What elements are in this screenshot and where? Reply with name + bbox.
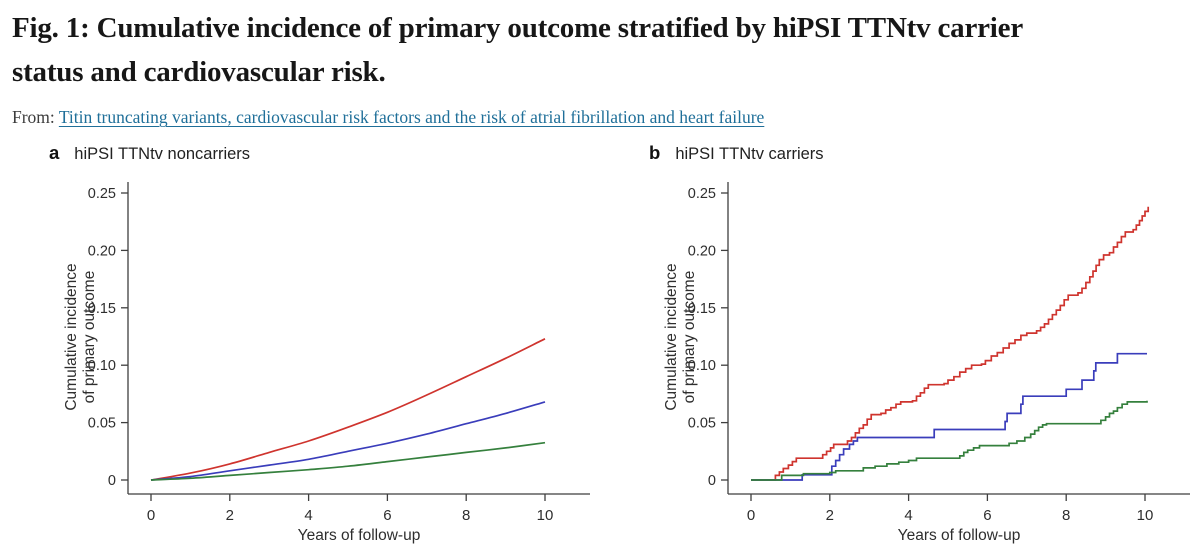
source-article-link[interactable]: Titin truncating variants, cardiovascula… <box>58 107 765 128</box>
figure-title-line1: Fig. 1: Cumulative incidence of primary … <box>12 12 1024 44</box>
y-tick-label: 0.25 <box>688 186 716 202</box>
y-tick-label: 0.25 <box>88 186 116 202</box>
x-tick-label: 10 <box>1137 507 1154 524</box>
x-tick-label: 6 <box>383 507 391 524</box>
x-axis-title: Years of follow-up <box>298 527 421 544</box>
panel-a-chart: 0 0.05 0.10 0.15 0.20 0.25 0 2 4 6 8 10 Years of fol… <box>63 182 590 544</box>
y-tick-label: 0.20 <box>88 244 116 260</box>
series-blue-curve <box>751 353 1147 482</box>
series-red-curve <box>751 206 1150 482</box>
y-tick-label: 0.15 <box>88 301 116 317</box>
y-tick-label: 0.10 <box>88 358 116 374</box>
panels-row: a hiPSI TTNtv noncarriers 0 0.05 0.10 0.15 0… <box>12 142 1190 545</box>
figure-title: Fig. 1: Cumulative incidence of primary … <box>12 6 1186 94</box>
x-tick-label: 0 <box>147 507 155 524</box>
from-label: From: <box>12 107 55 128</box>
panel-b-chart: 0 0.05 0.10 0.15 0.20 0.25 0 2 4 6 8 10 Years of fol… <box>663 182 1190 544</box>
source-line: From: Titin truncating variants, cardiov… <box>12 107 1186 128</box>
x-tick-label: 0 <box>747 507 755 524</box>
y-axis-title-line2: of primary outcome <box>681 271 698 404</box>
x-tick-label: 8 <box>1062 507 1070 524</box>
y-tick-label: 0.15 <box>688 301 716 317</box>
panel-a: a hiPSI TTNtv noncarriers 0 0.05 0.10 0.15 0… <box>12 142 612 545</box>
x-tick-label: 8 <box>462 507 470 524</box>
panel-b-header: b hiPSI TTNtv carriers <box>612 142 1200 168</box>
panel-a-letter: a <box>49 142 60 164</box>
y-tick-label: 0 <box>108 473 116 489</box>
panel-b-letter: b <box>649 142 661 164</box>
x-tick-label: 4 <box>904 507 912 524</box>
panel-a-header: a hiPSI TTNtv noncarriers <box>12 142 612 168</box>
y-axis-title-line1: Cumulative incidence <box>63 263 80 410</box>
series-green-curve <box>751 400 1148 482</box>
x-axis-title: Years of follow-up <box>898 527 1021 544</box>
y-tick-label: 0 <box>708 473 716 489</box>
y-axis-title-line1: Cumulative incidence <box>663 263 680 410</box>
figure-title-line2: status and cardiovascular risk. <box>12 56 386 89</box>
series-green-curve <box>150 442 546 482</box>
panel-b-title: hiPSI TTNtv carriers <box>675 145 824 164</box>
x-tick-label: 4 <box>304 507 312 524</box>
panel-b: b hiPSI TTNtv carriers 0 0.05 0.10 0.15 0.20… <box>612 142 1200 545</box>
series-blue-curve <box>150 401 546 482</box>
x-tick-label: 10 <box>537 507 554 524</box>
y-tick-label: 0.05 <box>688 416 716 432</box>
x-tick-label: 2 <box>826 507 834 524</box>
x-tick-label: 6 <box>983 507 991 524</box>
x-tick-label: 2 <box>226 507 234 524</box>
y-tick-label: 0.10 <box>688 358 716 374</box>
y-tick-label: 0.05 <box>88 416 116 432</box>
panel-a-title: hiPSI TTNtv noncarriers <box>74 145 251 164</box>
y-tick-label: 0.20 <box>688 244 716 260</box>
series-red-curve <box>150 338 546 481</box>
y-axis-title-line2: of primary outcome <box>81 271 98 404</box>
